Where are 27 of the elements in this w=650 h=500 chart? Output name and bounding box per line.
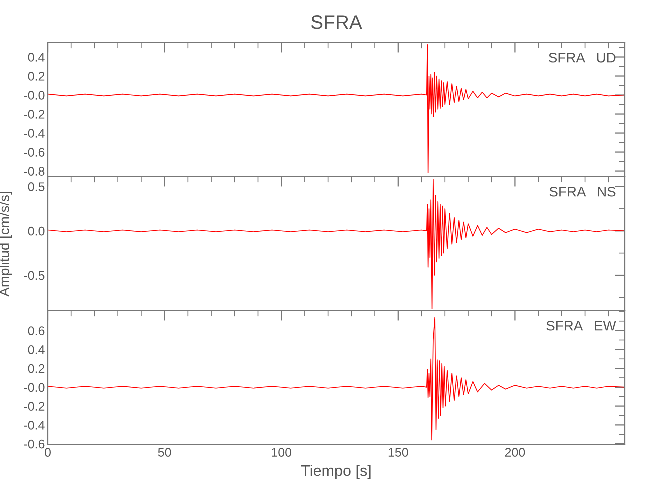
x-tick-label: 150 [388, 448, 408, 457]
y-tick-label: -0.4 [24, 420, 45, 430]
y-tick-label: 0.4 [28, 53, 45, 62]
annotation: SFRA NS [550, 186, 616, 197]
annotation: SFRA UD [549, 52, 616, 63]
y-tick-label: -0.6 [24, 440, 45, 449]
x-tick-label: 50 [158, 448, 172, 457]
y-tick-label: 0.2 [28, 72, 45, 81]
chart-title: SFRA [311, 16, 362, 30]
x-axis-title: Tiempo [s] [301, 464, 371, 480]
y-tick-label: -0.6 [24, 148, 45, 157]
annotation: SFRA EW [546, 320, 616, 331]
y-tick-label: -0.0 [24, 91, 45, 100]
y-tick-label: -0.8 [24, 167, 45, 176]
y-tick-label: 0.4 [28, 345, 45, 354]
y-tick-label: 0.6 [28, 326, 45, 336]
y-tick-label: -0.0 [24, 383, 45, 392]
x-tick-label: 200 [505, 448, 526, 457]
y-tick-label: -0.2 [24, 402, 45, 411]
y-tick-label: -0.4 [24, 129, 45, 138]
y-tick-label: 0.5 [28, 182, 45, 192]
y-tick-label: -0.5 [24, 271, 45, 280]
x-tick-label: 0 [45, 448, 51, 457]
y-tick-label: 0.2 [28, 364, 45, 374]
y-tick-label: 0.0 [28, 226, 45, 236]
y-tick-label: -0.2 [24, 110, 45, 119]
x-tick-label: 100 [272, 448, 292, 457]
